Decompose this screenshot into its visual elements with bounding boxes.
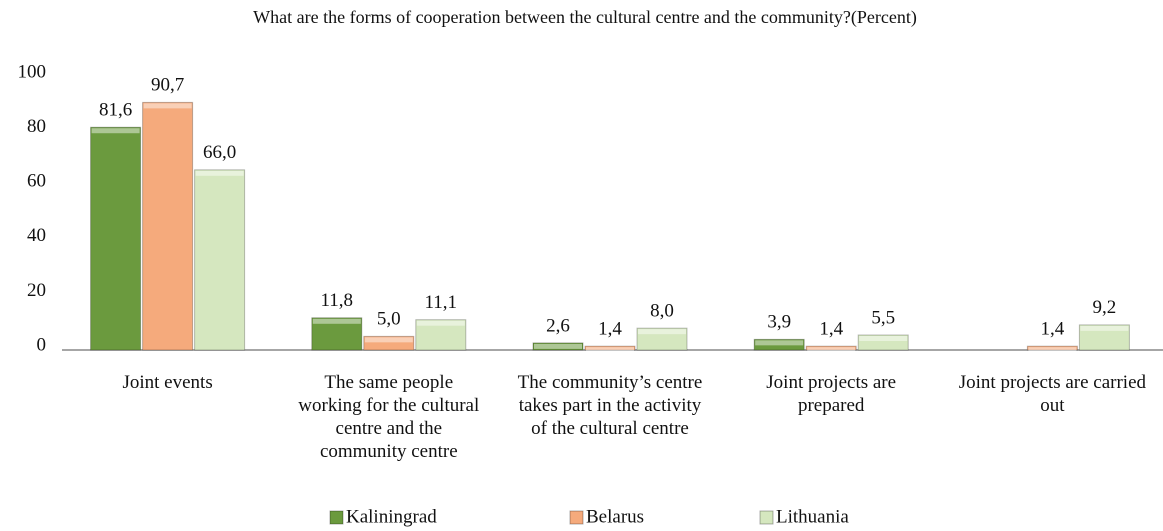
bar: [805, 345, 857, 351]
legend-swatch: [329, 510, 344, 525]
legend-swatch: [569, 510, 584, 525]
legend-label: Lithuania: [776, 506, 849, 527]
bar: [584, 345, 636, 351]
bar: [1026, 345, 1078, 351]
bar: [142, 101, 194, 351]
bar-top: [755, 340, 804, 346]
data-label: 1,4: [1041, 319, 1065, 340]
bar-top: [807, 347, 856, 351]
bar: [311, 317, 363, 351]
y-tick-label: 20: [27, 280, 46, 301]
legend-swatch: [759, 510, 774, 525]
bar-top: [586, 347, 634, 351]
bar-top: [1080, 325, 1129, 331]
data-label: 11,1: [425, 292, 458, 313]
y-tick-label: 0: [37, 334, 47, 355]
data-label: 5,0: [377, 309, 401, 330]
data-label: 8,0: [650, 301, 674, 322]
data-label: 5,5: [871, 307, 895, 328]
bar: [194, 169, 246, 351]
bar-top: [364, 337, 413, 343]
bar: [363, 335, 415, 351]
bar-top: [312, 318, 361, 324]
y-tick-label: 100: [18, 61, 47, 82]
bar-top: [416, 320, 465, 326]
legend-label: Kaliningrad: [346, 506, 437, 527]
data-label: 3,9: [767, 312, 791, 333]
x-tick-label: The community’s centre takes part in the…: [517, 372, 703, 439]
bar: [90, 126, 142, 351]
y-tick-label: 60: [27, 171, 46, 192]
bar: [1078, 324, 1130, 351]
data-label: 1,4: [598, 319, 622, 340]
bar-top: [1028, 347, 1077, 351]
bar: [415, 319, 467, 351]
data-label: 81,6: [99, 100, 132, 121]
bar: [753, 338, 805, 351]
data-label: 9,2: [1093, 297, 1117, 318]
y-tick-label: 40: [27, 225, 46, 246]
data-label: 11,8: [321, 290, 354, 311]
bar-top: [195, 170, 244, 176]
bar: [857, 334, 909, 351]
x-tick-label: Joint projects are carried out: [958, 372, 1147, 416]
bar: [636, 327, 688, 351]
bar-top: [91, 128, 140, 134]
chart-title: What are the forms of cooperation betwee…: [253, 7, 917, 27]
data-label: 2,6: [546, 315, 570, 336]
bar-top: [859, 335, 908, 341]
bar: [532, 342, 584, 351]
x-tick-label: Joint projects are prepared: [766, 372, 897, 416]
x-tick-label: Joint events: [122, 372, 213, 393]
bar-top: [143, 103, 192, 109]
x-tick-label: The same people working for the cultural…: [298, 372, 480, 462]
bar-top: [638, 329, 686, 335]
legend-label: Belarus: [586, 506, 644, 527]
bar-top: [534, 343, 582, 349]
data-label: 66,0: [203, 142, 236, 163]
data-label: 90,7: [151, 75, 184, 96]
y-tick-label: 80: [27, 116, 46, 137]
data-label: 1,4: [819, 319, 843, 340]
